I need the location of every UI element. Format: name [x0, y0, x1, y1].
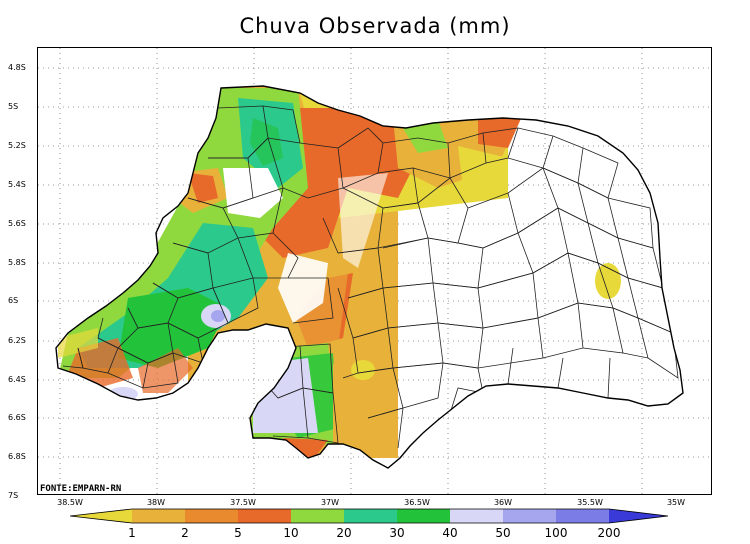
lon-tick-label: 35.5W	[577, 498, 603, 507]
lon-tick-label: 37.5W	[230, 498, 256, 507]
colorbar-label: 100	[544, 526, 568, 540]
state-outline	[55, 85, 684, 469]
colorbar-segment	[291, 509, 344, 523]
colorbar-segment	[344, 509, 397, 523]
lat-tick-label: 5S	[8, 102, 19, 111]
colorbar-label: 200	[597, 526, 621, 540]
colorbar-label: 5	[234, 526, 242, 540]
colorbar-label: 40	[442, 526, 458, 540]
lat-tick-label: 6.2S	[8, 336, 26, 345]
map-frame	[37, 47, 712, 495]
lon-tick-label: 35W	[666, 498, 686, 507]
colorbar-segment	[185, 509, 238, 523]
colorbar-segment	[556, 509, 609, 523]
lat-tick-label: 5.8S	[8, 258, 26, 267]
lat-tick-label: 7S	[8, 491, 19, 500]
colorbar-label: 1	[128, 526, 136, 540]
colorbar-segment	[70, 509, 132, 523]
lon-tick-label: 36W	[493, 498, 513, 507]
colorbar-label: 2	[181, 526, 189, 540]
lat-tick-label: 6.8S	[8, 452, 26, 461]
lat-tick-label: 5.2S	[8, 141, 26, 150]
colorbar-segment	[238, 509, 291, 523]
colorbar-segment	[609, 509, 668, 523]
rainfall-shading	[58, 86, 621, 460]
lon-tick-label: 38.5W	[57, 498, 83, 507]
lon-tick-label: 37W	[320, 498, 340, 507]
map-title: Chuva Observada (mm)	[239, 14, 511, 38]
colorbar-segment	[132, 509, 185, 523]
colorbar-label: 10	[283, 526, 299, 540]
lat-tick-label: 5.4S	[8, 180, 26, 189]
lon-tick-label: 38W	[146, 498, 166, 507]
municipal-boundaries	[62, 105, 679, 449]
lat-tick-label: 6.6S	[8, 413, 26, 422]
color-bar	[70, 508, 669, 524]
lat-tick-label: 6.4S	[8, 375, 26, 384]
colorbar-segment	[450, 509, 503, 523]
colorbar-label: 20	[336, 526, 352, 540]
colorbar-segment	[397, 509, 450, 523]
colorbar-label: 30	[389, 526, 405, 540]
colorbar-segment	[503, 509, 556, 523]
data-source-label: FONTE:EMPARN-RN	[38, 484, 124, 494]
lat-tick-label: 6S	[8, 296, 19, 305]
rainfall-map	[38, 48, 711, 494]
lat-tick-label: 4.8S	[8, 63, 26, 72]
lon-tick-label: 36.5W	[404, 498, 430, 507]
colorbar-label: 50	[495, 526, 511, 540]
lat-tick-label: 5.6S	[8, 219, 26, 228]
